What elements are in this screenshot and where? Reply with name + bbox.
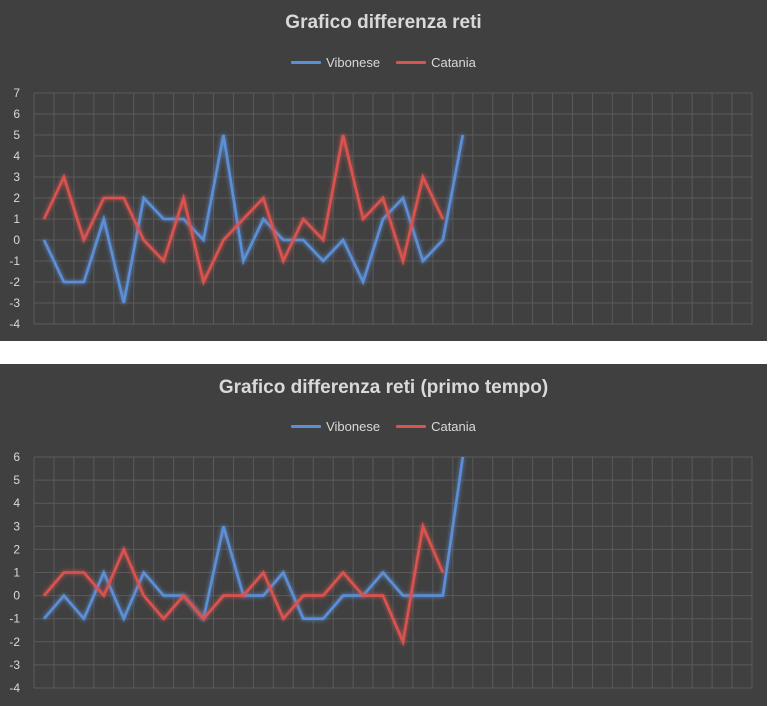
legend-swatch-catania [396,61,427,64]
legend-item-vibonese: Vibonese [291,55,380,70]
series-line-vibonese [42,134,465,304]
grid [33,456,753,689]
chart-panel-1: Grafico differenza reti Vibonese Catania… [0,0,767,341]
legend-swatch-catania [396,425,427,428]
legend-label-vibonese: Vibonese [326,55,381,70]
grid [33,92,753,325]
series-line-vibonese [43,456,465,622]
y-tick-label: -4 [9,681,20,695]
legend: Vibonese Catania [0,419,767,434]
legend-item-catania: Catania [396,419,476,434]
legend-swatch-vibonese [291,425,322,428]
chart-title: Grafico differenza reti [285,12,482,33]
y-tick-label: 6 [13,450,20,464]
y-tick-label: 3 [13,519,20,533]
y-tick-label: 5 [13,473,20,487]
legend-item-catania: Catania [396,55,476,70]
legend-label-vibonese: Vibonese [326,419,381,434]
y-tick-label: 7 [13,86,20,100]
legend-swatch-vibonese [291,61,322,64]
plot-area: 6 5 4 3 2 1 0 -1 -2 -3 -4 [9,450,753,695]
y-tick-label: 1 [13,566,20,580]
y-tick-label: -1 [9,612,20,626]
legend-item-vibonese: Vibonese [291,419,380,434]
series-line-catania [43,521,445,647]
y-tick-label: -1 [9,254,20,268]
y-tick-label: -2 [9,275,20,289]
y-tick-label: -3 [9,296,20,310]
y-tick-label: 2 [13,542,20,556]
chart-panel-2: Grafico differenza reti (primo tempo) Vi… [0,364,767,706]
chart-title: Grafico differenza reti (primo tempo) [218,377,549,398]
y-tick-label: 1 [13,212,20,226]
y-tick-label: 3 [13,170,20,184]
series-line-catania [42,134,445,286]
y-tick-label: 4 [13,496,20,510]
y-tick-label: 5 [13,128,20,142]
y-tick-label: -4 [9,317,20,331]
legend: Vibonese Catania [0,55,767,70]
y-tick-label: -3 [9,658,20,672]
plot-area: 7 6 5 4 3 2 1 0 -1 -2 -3 -4 [9,86,753,331]
y-tick-label: 6 [13,107,20,121]
legend-label-catania: Catania [431,419,476,434]
y-tick-label: 0 [13,233,20,247]
legend-label-catania: Catania [431,55,476,70]
y-tick-label: 4 [13,149,20,163]
y-tick-label: 2 [13,191,20,205]
y-tick-label: -2 [9,635,20,649]
y-tick-label: 0 [13,589,20,603]
